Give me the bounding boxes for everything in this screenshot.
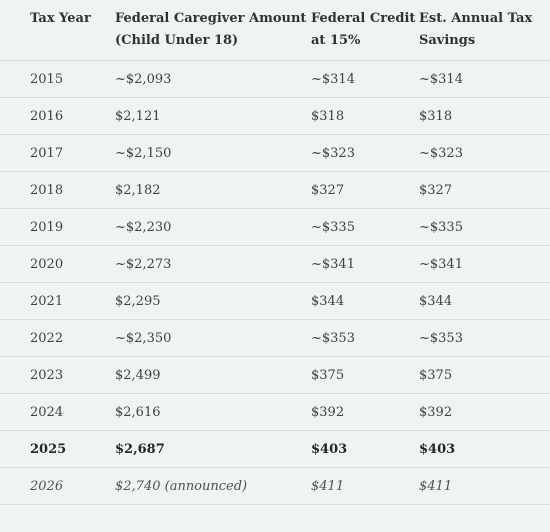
cell-credit: ~$314 (311, 60, 419, 98)
cell-amount: $2,182 (115, 171, 311, 209)
table-row: 2017 ~$2,150 ~$323 ~$323 (0, 134, 550, 172)
cell-year: 2018 (0, 171, 115, 209)
cell-savings: ~$323 (419, 134, 550, 172)
table-row: 2019 ~$2,230 ~$335 ~$335 (0, 208, 550, 246)
cell-credit: ~$335 (311, 208, 419, 246)
header-federal-credit: Federal Credit at 15% (311, 0, 419, 61)
cell-amount: $2,121 (115, 97, 311, 135)
cell-credit: $318 (311, 97, 419, 135)
cell-credit: ~$341 (311, 245, 419, 283)
cell-amount: ~$2,150 (115, 134, 311, 172)
cell-year: 2021 (0, 282, 115, 320)
cell-year: 2025 (0, 430, 115, 468)
cell-credit: ~$353 (311, 319, 419, 357)
cell-credit: $411 (311, 467, 419, 505)
cell-savings: ~$335 (419, 208, 550, 246)
cell-savings: $403 (419, 430, 550, 468)
cell-savings: $392 (419, 393, 550, 431)
table-header: Tax Year Federal Caregiver Amount (Child… (0, 0, 550, 61)
cell-savings: ~$341 (419, 245, 550, 283)
cell-amount: ~$2,093 (115, 60, 311, 98)
cell-savings: $318 (419, 97, 550, 135)
cell-credit: $375 (311, 356, 419, 394)
cell-amount: $2,616 (115, 393, 311, 431)
cell-savings: $344 (419, 282, 550, 320)
table-row-announced: 2026 $2,740 (announced) $411 $411 (0, 467, 550, 505)
cell-amount: ~$2,350 (115, 319, 311, 357)
caregiver-amount-table: Tax Year Federal Caregiver Amount (Child… (0, 0, 550, 505)
cell-credit: $327 (311, 171, 419, 209)
cell-year: 2022 (0, 319, 115, 357)
table-row: 2023 $2,499 $375 $375 (0, 356, 550, 394)
cell-amount: ~$2,230 (115, 208, 311, 246)
header-row: Tax Year Federal Caregiver Amount (Child… (0, 0, 550, 61)
cell-amount: ~$2,273 (115, 245, 311, 283)
cell-amount: $2,687 (115, 430, 311, 468)
table-row: 2016 $2,121 $318 $318 (0, 97, 550, 135)
cell-amount: $2,740 (announced) (115, 467, 311, 505)
cell-credit: $403 (311, 430, 419, 468)
cell-year: 2019 (0, 208, 115, 246)
cell-year: 2023 (0, 356, 115, 394)
cell-year: 2024 (0, 393, 115, 431)
cell-amount: $2,295 (115, 282, 311, 320)
cell-year: 2017 (0, 134, 115, 172)
table-row: 2018 $2,182 $327 $327 (0, 171, 550, 209)
cell-year: 2026 (0, 467, 115, 505)
header-tax-savings: Est. Annual Tax Savings (419, 0, 550, 61)
table-row: 2015 ~$2,093 ~$314 ~$314 (0, 60, 550, 98)
cell-savings: $375 (419, 356, 550, 394)
table-row: 2022 ~$2,350 ~$353 ~$353 (0, 319, 550, 357)
cell-savings: ~$314 (419, 60, 550, 98)
cell-credit: $344 (311, 282, 419, 320)
cell-savings: $411 (419, 467, 550, 505)
header-caregiver-amount: Federal Caregiver Amount (Child Under 18… (115, 0, 311, 61)
table-row-current-year: 2025 $2,687 $403 $403 (0, 430, 550, 468)
table-row: 2024 $2,616 $392 $392 (0, 393, 550, 431)
table-row: 2021 $2,295 $344 $344 (0, 282, 550, 320)
cell-year: 2020 (0, 245, 115, 283)
cell-year: 2015 (0, 60, 115, 98)
table-row: 2020 ~$2,273 ~$341 ~$341 (0, 245, 550, 283)
cell-year: 2016 (0, 97, 115, 135)
cell-credit: ~$323 (311, 134, 419, 172)
header-tax-year: Tax Year (0, 0, 115, 61)
cell-savings: $327 (419, 171, 550, 209)
cell-savings: ~$353 (419, 319, 550, 357)
cell-amount: $2,499 (115, 356, 311, 394)
table-body: 2015 ~$2,093 ~$314 ~$314 2016 $2,121 $31… (0, 60, 550, 505)
cell-credit: $392 (311, 393, 419, 431)
